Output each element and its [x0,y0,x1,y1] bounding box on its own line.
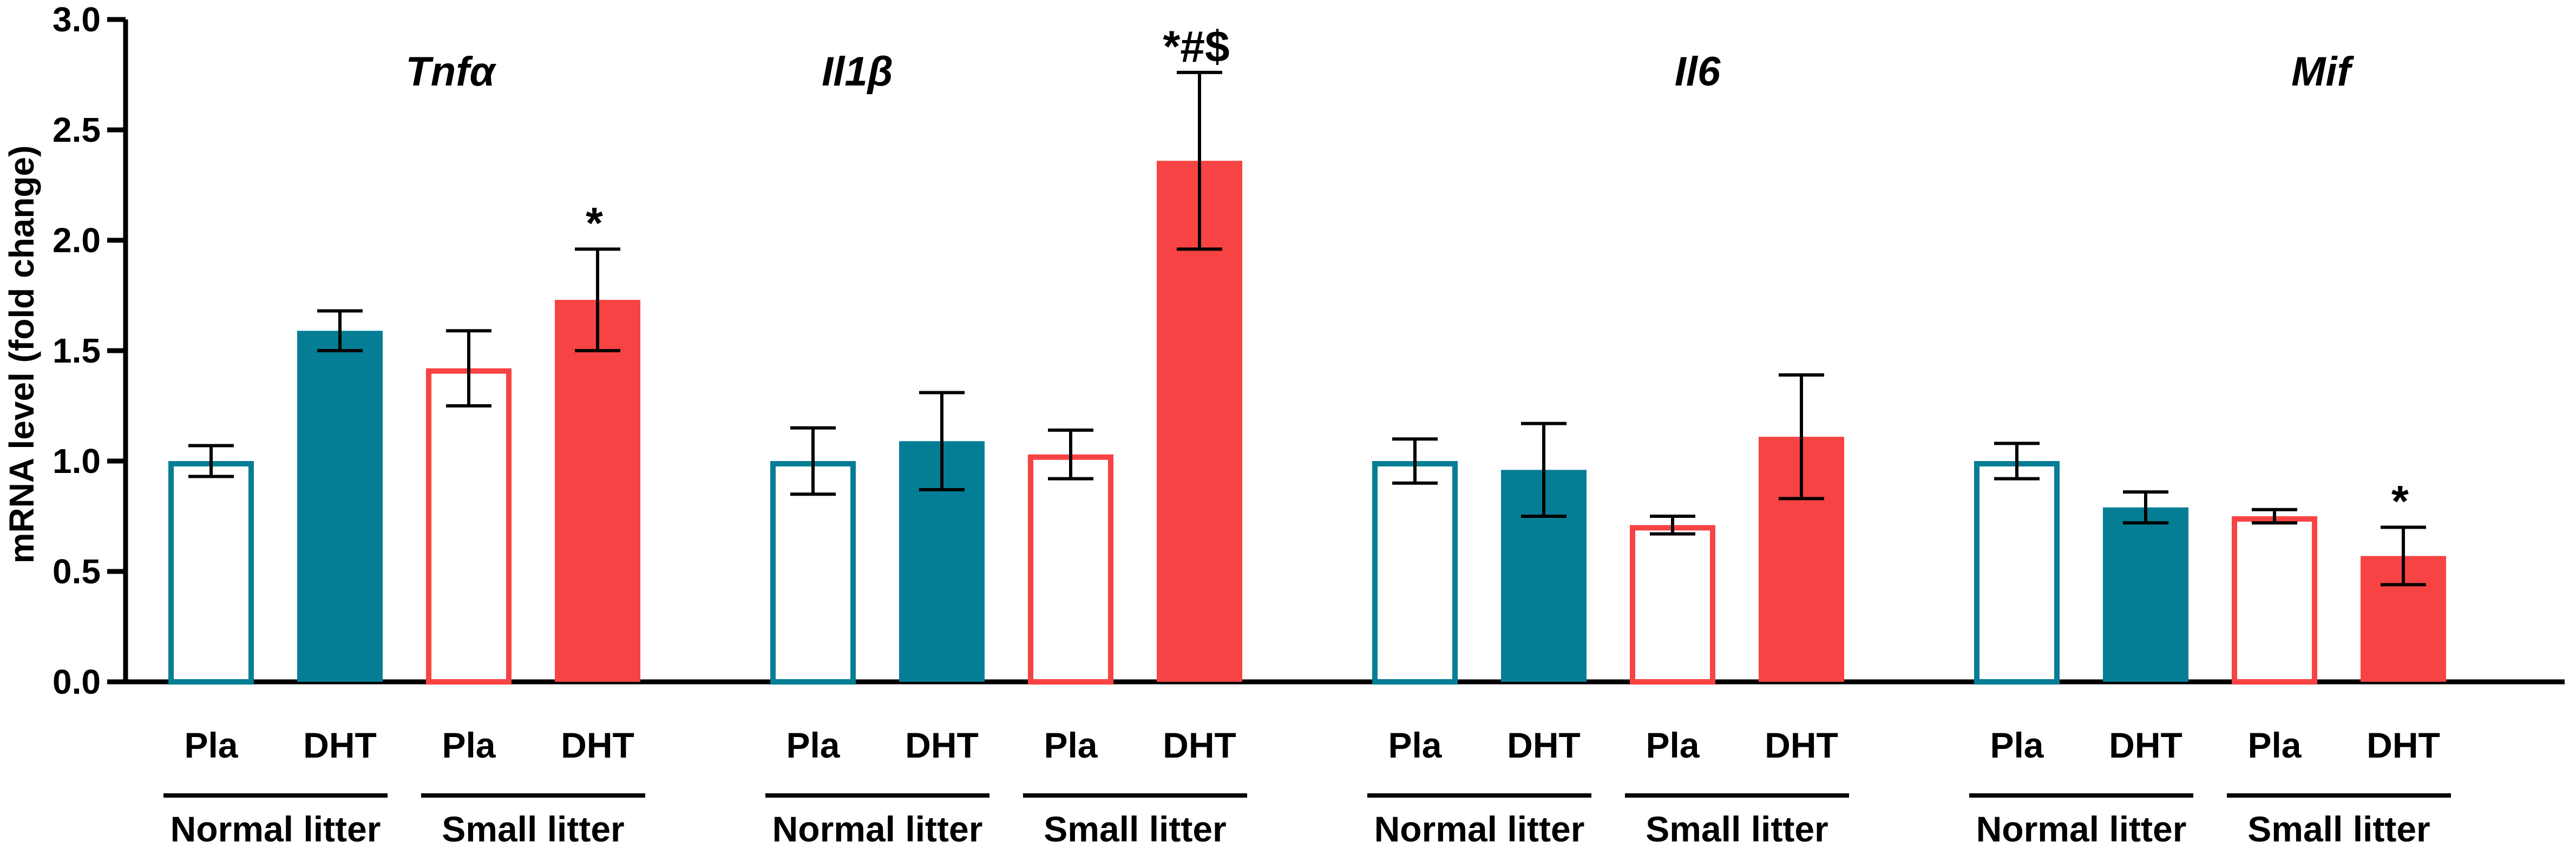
labels-layer: Tnfα Pla DHT Pla * DHT Normal litter Small litt… [163,22,2451,849]
litter-label: Normal litter [1976,809,2187,849]
condition-label: DHT [2109,725,2182,765]
condition-label: DHT [561,725,634,765]
gene-title: Il6 [1675,49,1721,95]
gene-title: Mif [2291,49,2354,95]
bar [168,461,254,685]
y-tick-label: 1.5 [53,331,101,370]
bar [1372,461,1458,685]
litter-label: Small litter [1646,809,1828,849]
condition-label: DHT [1765,725,1838,765]
bars-layer [168,70,2446,685]
condition-label: Pla [442,725,496,765]
bar [1028,454,1113,685]
bar [770,461,856,685]
bar [426,368,512,685]
gene-title: Tnfα [405,49,496,95]
litter-label: Small litter [1044,809,1226,849]
y-tick-label: 2.5 [53,110,101,149]
y-axis-label: mRNA level (fold change) [2,146,41,564]
condition-label: Pla [1044,725,1098,765]
y-tick-label: 3.0 [53,0,101,39]
litter-label: Small litter [442,809,624,849]
condition-label: DHT [905,725,979,765]
condition-label: Pla [184,725,238,765]
condition-label: Pla [1646,725,1700,765]
condition-label: DHT [1163,725,1236,765]
condition-label: Pla [2247,725,2302,765]
significance-label: *#$ [1163,22,1229,71]
litter-label: Normal litter [772,809,983,849]
condition-label: Pla [1388,725,1442,765]
bar [297,331,383,682]
gene-title: Il1β [822,49,893,95]
significance-label: * [586,199,603,248]
bar [2232,516,2317,685]
condition-label: DHT [1507,725,1581,765]
y-tick-label: 1.0 [53,442,101,481]
chart-axes: 0.0 0.5 1.0 1.5 2.0 2.5 3.0 [53,0,2565,701]
condition-label: DHT [2367,725,2440,765]
bar [2103,507,2188,682]
litter-label: Small litter [2247,809,2430,849]
condition-label: Pla [1990,725,2044,765]
y-tick-label: 0.5 [53,552,101,591]
significance-label: * [2391,477,2409,526]
condition-label: Pla [786,725,840,765]
y-tick-label: 2.0 [53,221,101,260]
litter-label: Normal litter [171,809,381,849]
y-tick-label: 0.0 [53,662,101,701]
condition-label: DHT [303,725,377,765]
bar [1630,525,1715,685]
bar [555,300,640,682]
litter-label: Normal litter [1374,809,1585,849]
bar [1974,461,2060,685]
